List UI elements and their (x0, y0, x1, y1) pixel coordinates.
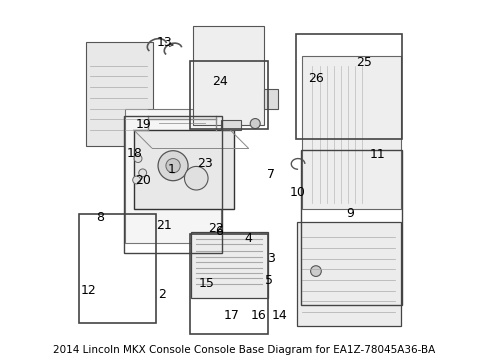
Text: 26: 26 (307, 72, 323, 85)
Text: 4: 4 (244, 233, 251, 246)
Text: 15: 15 (199, 277, 215, 290)
Circle shape (139, 169, 146, 177)
Text: 1: 1 (167, 163, 175, 176)
Text: 6: 6 (214, 225, 222, 238)
Text: 23: 23 (197, 157, 213, 170)
Text: 21: 21 (156, 219, 172, 232)
Text: 16: 16 (250, 309, 266, 321)
Bar (190, 234, 267, 334)
Text: 2014 Lincoln MKX Console Console Base Diagram for EA1Z-78045A36-BA: 2014 Lincoln MKX Console Console Base Di… (53, 345, 435, 355)
Circle shape (132, 176, 140, 184)
Bar (300, 150, 401, 305)
Text: 10: 10 (289, 186, 305, 199)
Circle shape (134, 155, 142, 162)
Text: 18: 18 (126, 147, 142, 160)
Text: 12: 12 (81, 284, 96, 297)
Text: 14: 14 (271, 309, 287, 321)
Bar (190, 232, 267, 298)
Circle shape (165, 158, 180, 173)
Text: 20: 20 (135, 174, 150, 186)
Text: 9: 9 (345, 207, 353, 220)
Bar (134, 130, 233, 208)
Circle shape (250, 118, 260, 129)
Bar (221, 120, 241, 130)
Bar (301, 56, 400, 209)
Text: 8: 8 (96, 211, 103, 224)
Text: 17: 17 (223, 309, 239, 321)
Text: 11: 11 (369, 148, 385, 162)
Text: 2: 2 (157, 288, 165, 301)
Bar (297, 222, 400, 326)
Bar (192, 26, 264, 125)
Circle shape (310, 266, 321, 276)
Text: 5: 5 (264, 274, 272, 287)
Text: 25: 25 (355, 55, 371, 69)
Text: 19: 19 (135, 118, 151, 131)
Circle shape (158, 151, 188, 181)
Bar (264, 89, 278, 109)
Bar (80, 214, 156, 323)
Text: 13: 13 (156, 36, 172, 49)
Text: 3: 3 (267, 252, 275, 265)
Text: 7: 7 (267, 168, 275, 181)
Circle shape (184, 166, 207, 190)
Text: 24: 24 (212, 75, 227, 88)
Bar (124, 109, 221, 243)
Bar (296, 33, 401, 139)
Bar (123, 116, 222, 253)
Bar (189, 62, 268, 129)
Text: 22: 22 (207, 222, 224, 235)
Bar (85, 42, 153, 146)
